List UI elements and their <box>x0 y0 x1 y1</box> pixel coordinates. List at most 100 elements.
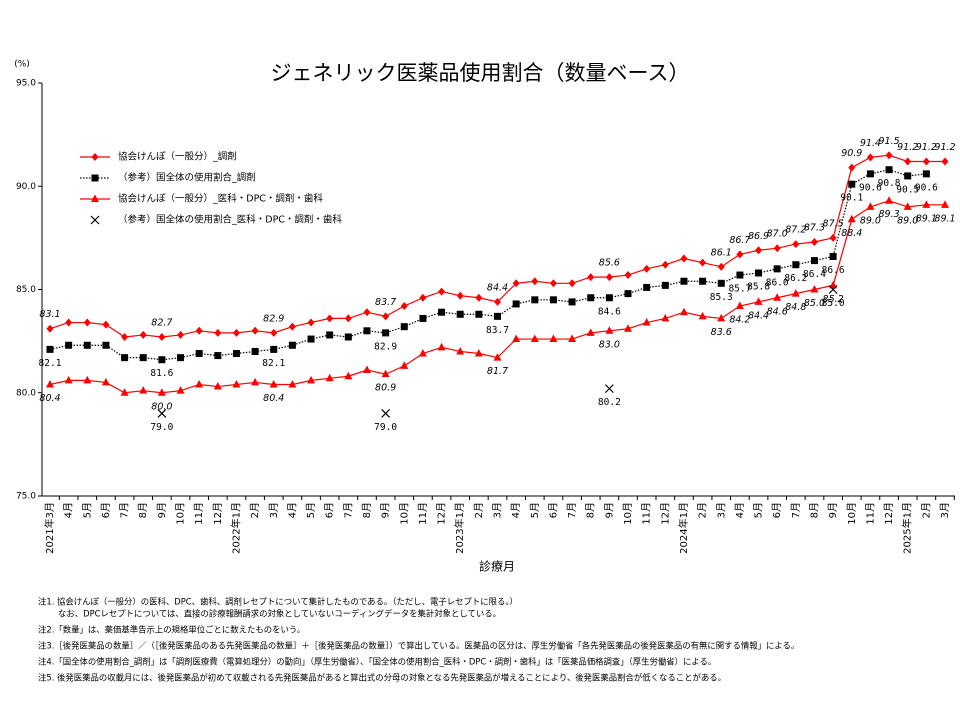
x-tick-label: 11月 <box>417 502 429 525</box>
point <box>530 334 539 343</box>
point <box>363 327 371 335</box>
point <box>400 361 409 369</box>
x-tick-label: 9月 <box>827 502 839 518</box>
data-label: 85.0 <box>804 298 825 309</box>
data-label: 91.5 <box>878 136 899 147</box>
x-tick-label: 9月 <box>603 502 615 518</box>
point <box>381 369 390 378</box>
point <box>46 379 54 388</box>
x-axis-title: 診療月 <box>479 559 515 574</box>
point <box>755 269 763 277</box>
point <box>605 294 613 302</box>
data-label: 82.1 <box>262 358 285 369</box>
point <box>363 308 371 317</box>
x-tick-label: 6月 <box>324 502 336 518</box>
x-tick-label: 5月 <box>305 502 317 518</box>
point <box>326 314 334 323</box>
data-label: 87.0 <box>767 229 788 240</box>
point <box>661 281 669 289</box>
data-label: 85.3 <box>710 292 733 303</box>
point <box>941 200 949 208</box>
data-label: 80.4 <box>263 393 284 404</box>
point <box>437 342 446 351</box>
x-tick-label: 3月 <box>939 502 951 518</box>
point <box>680 254 688 263</box>
point <box>829 233 837 242</box>
note: 注1. 協会けんぽ（一般分）の医科、DPC、歯科、調剤レセプトについて集計したも… <box>38 597 518 607</box>
point <box>214 328 222 337</box>
point <box>214 352 222 360</box>
point <box>46 345 54 353</box>
legend-label: 協会けんぽ（一般分）_調剤 <box>118 151 237 163</box>
point <box>624 324 633 332</box>
point <box>381 408 391 418</box>
data-label: 87.3 <box>804 223 825 234</box>
point <box>158 356 166 364</box>
legend-marker <box>91 194 99 202</box>
point <box>922 200 931 208</box>
point <box>418 349 427 357</box>
point <box>232 328 240 337</box>
data-label: 84.6 <box>767 306 788 317</box>
point <box>177 330 185 339</box>
y-tick-label: 80.0 <box>16 388 36 398</box>
point <box>587 294 595 302</box>
x-tick-label: 12月 <box>436 502 448 525</box>
data-label: 86.1 <box>711 247 732 258</box>
note: 注2.「数量」は、薬価基準告示上の規格単位ごとに数えたものをいう。 <box>38 625 305 635</box>
point <box>176 386 185 394</box>
data-label: 79.0 <box>150 422 173 433</box>
point <box>83 318 91 327</box>
data-label: 82.9 <box>374 341 397 352</box>
point <box>251 347 259 355</box>
point <box>699 277 707 285</box>
point <box>810 257 818 265</box>
point <box>642 318 651 326</box>
point <box>643 283 651 291</box>
x-tick-label: 10月 <box>846 502 858 525</box>
point <box>847 214 856 223</box>
x-tick-label: 11月 <box>641 502 653 525</box>
x-tick-label: 7月 <box>790 502 802 518</box>
point <box>661 260 669 269</box>
point <box>604 384 614 394</box>
data-label: 82.7 <box>151 317 172 328</box>
point <box>83 341 91 349</box>
x-tick-label: 7月 <box>119 502 131 518</box>
data-label: 83.7 <box>375 297 396 308</box>
note: 注3.［後発医薬品の数量］／（［後発医薬品のある先発医薬品の数量］＋［後発医薬品… <box>38 641 799 651</box>
point <box>307 318 315 327</box>
x-tick-label: 5月 <box>529 502 541 518</box>
x-tick-label: 3月 <box>268 502 280 518</box>
point <box>400 302 408 311</box>
point <box>866 153 874 162</box>
legend-marker <box>91 174 99 182</box>
point <box>586 328 595 336</box>
point <box>177 354 185 362</box>
data-label: 90.6 <box>859 182 882 193</box>
point <box>288 322 296 331</box>
note: なお、DPCレセプトについては、直接の診療報酬請求の対象としていないコーディング… <box>58 609 501 619</box>
point <box>382 312 390 321</box>
data-label: 83.1 <box>39 309 60 320</box>
data-label: 86.2 <box>784 273 807 284</box>
x-tick-label: 4月 <box>286 502 298 518</box>
point <box>717 313 726 322</box>
data-label: 89.1 <box>934 213 955 224</box>
point <box>587 273 595 282</box>
point <box>904 157 912 166</box>
data-label: 87.2 <box>785 225 806 236</box>
point <box>493 353 502 361</box>
point <box>829 252 837 260</box>
x-tick-label: 2021年3月 <box>43 502 56 554</box>
point <box>494 297 501 306</box>
point <box>810 238 818 247</box>
data-label: 81.6 <box>150 368 173 379</box>
data-label: 83.0 <box>599 339 620 350</box>
x-tick-label: 4月 <box>734 502 746 518</box>
point <box>83 375 92 384</box>
x-tick-label: 4月 <box>510 502 522 518</box>
x-tick-label: 8月 <box>808 502 820 518</box>
point <box>717 279 725 287</box>
data-label: 89.3 <box>878 209 899 220</box>
